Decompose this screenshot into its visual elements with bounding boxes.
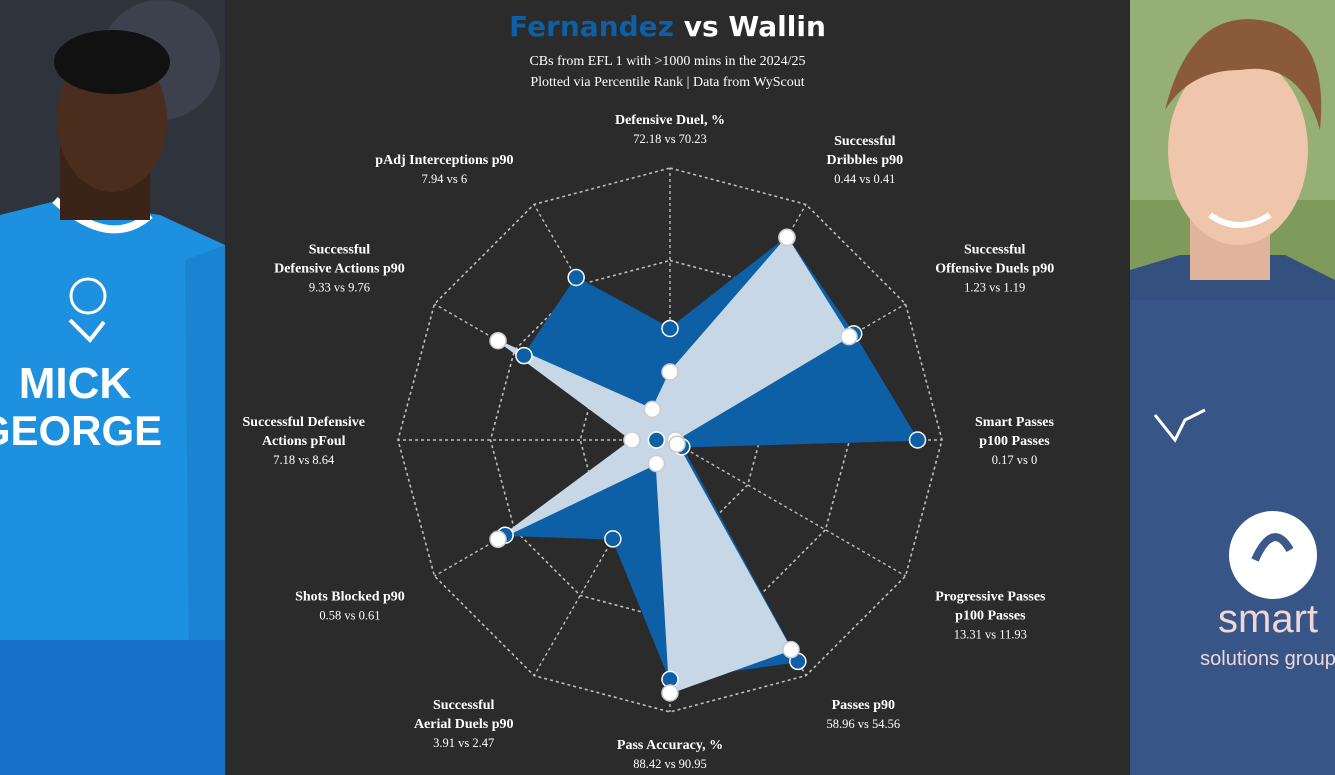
subtitle-line1: CBs from EFL 1 with >1000 mins in the 20… — [529, 54, 806, 69]
player1-figure: MICK GEORGE — [0, 0, 225, 775]
axis-name: Defensive Duel, % — [615, 113, 725, 128]
axis-label-6: Passes p90 58.96 vs 54.56 — [827, 698, 901, 731]
axis-value: 88.42 vs 90.95 — [633, 757, 707, 771]
axis-name: Progressive Passes — [935, 590, 1046, 605]
title-player1: Fernandez — [509, 10, 674, 43]
title-player2: Wallin — [728, 10, 826, 43]
series-area-2 — [497, 236, 851, 695]
axis-value: 13.31 vs 11.93 — [954, 628, 1027, 642]
series-1-point-8 — [604, 530, 622, 548]
series-2-point-12 — [643, 400, 662, 419]
axis-value: 9.33 vs 9.76 — [309, 281, 370, 295]
axis-label-11: Successful Defensive Actions p90 9.33 vs 9… — [274, 243, 405, 295]
series-1-point-12 — [567, 268, 585, 287]
axis-value: 7.94 vs 6 — [422, 172, 468, 186]
axis-name: Shots Blocked p90 — [295, 590, 405, 605]
axis-value: 7.18 vs 8.64 — [273, 453, 335, 467]
series-2-point-5 — [668, 435, 686, 453]
axis-name: Successful — [309, 243, 371, 258]
axis-name: Passes p90 — [832, 698, 895, 713]
series-2-point-11 — [489, 331, 507, 350]
player2-figure: smart solutions group — [1130, 0, 1335, 775]
title-vs: vs — [683, 10, 719, 43]
shirt-text-line2: GEORGE — [0, 407, 162, 454]
axis-value: 1.23 vs 1.19 — [964, 281, 1025, 295]
player1-photo: MICK GEORGE — [0, 0, 225, 775]
axis-label-10: Successful Defensive Actions pFoul 7.18 vs… — [243, 415, 366, 467]
axis-name: Smart Passes — [975, 415, 1054, 430]
axis-value: 0.17 vs 0 — [992, 453, 1038, 467]
chart-title: Fernandez vs Wallin — [0, 10, 1335, 43]
axis-label-7: Pass Accuracy, % 88.42 vs 90.95 — [617, 738, 723, 771]
shirt-text-line2: solutions group — [1200, 648, 1335, 670]
series-2-point-1 — [661, 363, 679, 381]
axis-label-12: pAdj Interceptions p90 7.94 vs 6 — [375, 153, 513, 186]
shirt-text-line1: MICK — [19, 359, 132, 408]
axis-name: Successful — [834, 134, 896, 149]
axis-label-4: Smart Passes p100 Passes 0.17 vs 0 — [975, 415, 1054, 467]
axis-name: Successful — [964, 243, 1026, 258]
radar-markers — [489, 228, 927, 702]
axis-name: Aerial Duels p90 — [414, 717, 514, 732]
player2-photo: smart solutions group — [1130, 0, 1335, 775]
axis-label-9: Shots Blocked p90 0.58 vs 0.61 — [295, 590, 405, 623]
radar-series — [497, 236, 919, 695]
series-2-point-7 — [661, 684, 679, 702]
series-1-point-11 — [515, 346, 533, 365]
axis-name: Dribbles p90 — [827, 153, 904, 168]
series-2-point-6 — [782, 640, 800, 659]
axis-label-2: Successful Dribbles p90 0.44 vs 0.41 — [827, 134, 904, 186]
axis-value: 0.44 vs 0.41 — [834, 172, 895, 186]
series-2-point-2 — [778, 228, 796, 247]
axis-label-8: Successful Aerial Duels p90 3.91 vs 2.47 — [414, 698, 514, 750]
axis-name: p100 Passes — [979, 434, 1050, 449]
axis-name: Actions pFoul — [262, 434, 346, 449]
series-2-point-9 — [489, 530, 507, 549]
subtitle-line2: Plotted via Percentile Rank | Data from … — [530, 75, 805, 90]
shirt-text-line1: smart — [1218, 597, 1318, 641]
series-2-point-3 — [840, 327, 858, 346]
axis-name: pAdj Interceptions p90 — [375, 153, 513, 168]
axis-name: Defensive Actions p90 — [274, 262, 405, 277]
axis-label-5: Progressive Passes p100 Passes 13.31 vs 11… — [935, 590, 1046, 642]
axis-value: 0.58 vs 0.61 — [319, 609, 380, 623]
radar-labels: Defensive Duel, % 72.18 vs 70.23 Successfu… — [243, 113, 1055, 771]
axis-value: 72.18 vs 70.23 — [633, 132, 707, 146]
axis-label-3: Successful Offensive Duels p90 1.23 vs 1.1… — [935, 243, 1054, 295]
axis-value: 3.91 vs 2.47 — [433, 736, 494, 750]
axis-name: Offensive Duels p90 — [935, 262, 1054, 277]
axis-name: Successful Defensive — [243, 415, 366, 430]
axis-label-1: Defensive Duel, % 72.18 vs 70.23 — [615, 113, 725, 146]
series-1-point-1 — [661, 319, 679, 338]
series-2-point-8 — [647, 454, 666, 473]
series-1-point-4 — [908, 431, 927, 449]
series-1-point-10 — [647, 431, 666, 449]
axis-name: Pass Accuracy, % — [617, 738, 723, 753]
axis-name: p100 Passes — [955, 609, 1026, 624]
axis-value: 58.96 vs 54.56 — [827, 717, 901, 731]
series-2-point-10 — [623, 431, 641, 449]
axis-name: Successful — [433, 698, 495, 713]
